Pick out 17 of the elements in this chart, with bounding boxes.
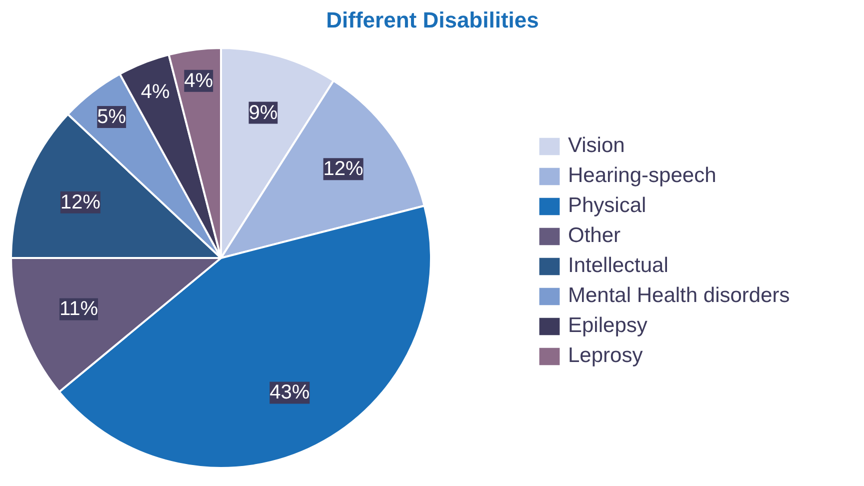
data-label: 11% xyxy=(59,298,98,320)
legend-label: Physical xyxy=(568,194,646,218)
legend-label: Other xyxy=(568,224,621,248)
data-label: 43% xyxy=(270,382,310,404)
data-label: 9% xyxy=(248,102,278,124)
legend-label: Vision xyxy=(568,134,625,158)
legend-label: Intellectual xyxy=(568,254,668,278)
data-label: 4% xyxy=(184,70,214,92)
data-label: 5% xyxy=(97,106,126,128)
legend-label: Epilepsy xyxy=(568,314,648,338)
legend-label: Hearing-speech xyxy=(568,164,716,188)
data-label: 12% xyxy=(60,191,101,214)
chart-title: Different Disabilities xyxy=(326,8,539,32)
legend-label: Mental Health disorders xyxy=(568,284,790,308)
data-label: 4% xyxy=(140,81,170,104)
legend-label: Leprosy xyxy=(568,344,643,368)
data-label: 12% xyxy=(323,158,364,180)
